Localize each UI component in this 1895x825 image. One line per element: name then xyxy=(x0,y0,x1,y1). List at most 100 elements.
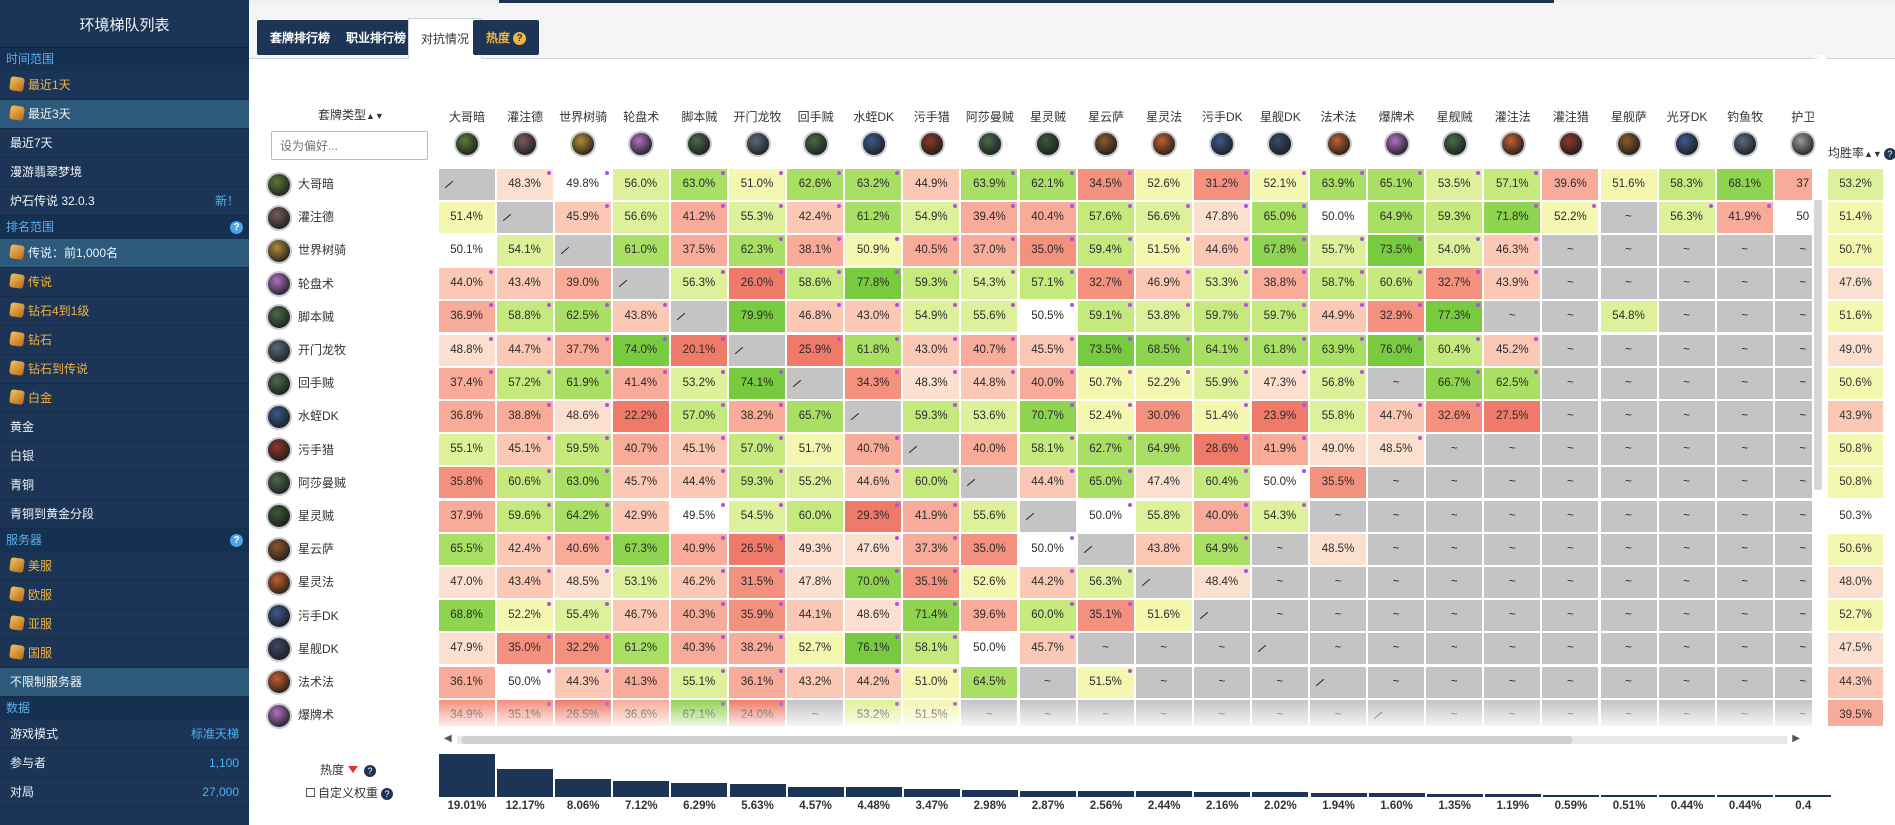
matchup-cell[interactable]: ~ xyxy=(1716,234,1773,266)
matchup-cell[interactable]: 43.8% xyxy=(1135,533,1192,565)
matchup-cell[interactable]: 32.6% xyxy=(1426,400,1483,432)
matchup-cell[interactable]: 30.0% xyxy=(1135,400,1192,432)
matchup-cell[interactable]: 51.4% xyxy=(438,201,495,233)
matchup-cell[interactable]: 48.3% xyxy=(496,168,553,200)
matchup-cell[interactable]: 55.3% xyxy=(729,201,785,233)
matchup-cell[interactable]: 55.1% xyxy=(670,666,727,698)
sidebar-item[interactable]: 参与者 1,100 xyxy=(0,749,249,778)
matchup-cell[interactable]: ~ xyxy=(1774,633,1812,665)
matchup-cell[interactable]: 40.6% xyxy=(554,533,611,565)
matchup-cell[interactable]: ~ xyxy=(1484,500,1541,532)
matchup-cell[interactable]: ~ xyxy=(1600,201,1657,233)
matchup-cell[interactable]: 63.2% xyxy=(845,168,902,200)
matchup-cell[interactable]: 39.6% xyxy=(1542,168,1599,200)
help-icon[interactable]: ? xyxy=(1883,148,1895,160)
matchup-cell[interactable]: 45.2% xyxy=(1484,334,1541,366)
matchup-cell[interactable]: 43.8% xyxy=(612,301,669,333)
row-header[interactable]: 污手DK xyxy=(266,599,438,632)
matchup-cell[interactable]: 52.6% xyxy=(961,566,1018,598)
matchup-cell[interactable]: 67.3% xyxy=(612,533,669,565)
matchup-cell[interactable] xyxy=(1310,666,1366,698)
matchup-cell[interactable]: ~ xyxy=(1368,467,1425,499)
matchup-cell[interactable]: ~ xyxy=(1658,234,1715,266)
matchup-cell[interactable]: ~ xyxy=(1426,600,1483,632)
matchup-cell[interactable]: 40.7% xyxy=(845,434,902,466)
matchup-cell[interactable]: 77.8% xyxy=(845,268,902,300)
column-header[interactable]: 世界树骑 xyxy=(554,108,612,157)
matchup-cell[interactable]: 58.6% xyxy=(787,268,844,300)
matchup-cell[interactable]: ~ xyxy=(1368,633,1425,665)
matchup-cell[interactable]: 56.0% xyxy=(612,168,669,200)
matchup-cell[interactable]: ~ xyxy=(1774,234,1812,266)
winrate-header[interactable]: 均胜率▲▼? xyxy=(1828,144,1895,161)
column-header[interactable]: 星舰萨 xyxy=(1600,108,1658,157)
matchup-cell[interactable]: 71.4% xyxy=(903,600,960,632)
matchup-cell[interactable]: 62.3% xyxy=(729,234,785,266)
matchup-cell[interactable]: ~ xyxy=(1193,666,1250,698)
matchup-cell[interactable]: 56.3% xyxy=(1077,566,1134,598)
row-header[interactable]: 阿莎曼贼 xyxy=(266,467,438,500)
matchup-cell[interactable] xyxy=(1135,566,1192,598)
matchup-cell[interactable]: ~ xyxy=(1658,467,1715,499)
matchup-cell[interactable]: 48.5% xyxy=(554,566,611,598)
matchup-cell[interactable]: 45.5% xyxy=(1019,334,1076,366)
matchup-cell[interactable]: 58.3% xyxy=(1658,168,1715,200)
matchup-cell[interactable]: ~ xyxy=(1251,666,1308,698)
matchup-cell[interactable]: 46.8% xyxy=(787,301,844,333)
sidebar-item[interactable]: 炉石传说 32.0.3 新！ xyxy=(0,187,249,216)
custom-weight-toggle[interactable]: 自定义权重? xyxy=(306,784,394,801)
matchup-cell[interactable]: ~ xyxy=(1368,367,1425,399)
matchup-cell[interactable]: 47.4% xyxy=(1135,467,1192,499)
sidebar-item[interactable]: 欧服 xyxy=(0,581,249,610)
column-header[interactable]: 星灵贼 xyxy=(1019,108,1077,157)
matchup-cell[interactable]: 50.0% xyxy=(1310,201,1366,233)
matchup-cell[interactable]: 53.5% xyxy=(1426,168,1483,200)
matchup-cell[interactable]: 42.4% xyxy=(787,201,844,233)
tab-3[interactable]: 热度? xyxy=(473,20,540,55)
sidebar-item[interactable]: 钻石 xyxy=(0,326,249,355)
matchup-cell[interactable]: ~ xyxy=(1600,467,1657,499)
matchup-cell[interactable]: ~ xyxy=(1135,666,1192,698)
matchup-cell[interactable]: ~ xyxy=(1019,666,1076,698)
matchup-cell[interactable]: ~ xyxy=(1774,434,1812,466)
matchup-cell[interactable]: 46.3% xyxy=(1484,234,1541,266)
matchup-cell[interactable]: 38.8% xyxy=(1251,268,1308,300)
matchup-cell[interactable]: ~ xyxy=(1774,334,1812,366)
matchup-cell[interactable]: 55.2% xyxy=(787,467,844,499)
matchup-cell[interactable]: 70.7% xyxy=(1019,400,1076,432)
matchup-cell[interactable]: 73.5% xyxy=(1077,334,1134,366)
matchup-cell[interactable]: 48.3% xyxy=(903,367,960,399)
matchup-cell[interactable]: 53.1% xyxy=(612,566,669,598)
matchup-cell[interactable]: 38.2% xyxy=(729,400,785,432)
matchup-cell[interactable]: 44.2% xyxy=(1019,566,1076,598)
matchup-cell[interactable]: 55.6% xyxy=(961,500,1018,532)
matchup-cell[interactable]: 25.9% xyxy=(787,334,844,366)
matchup-cell[interactable]: 44.7% xyxy=(496,334,553,366)
matchup-cell[interactable]: 61.9% xyxy=(554,367,611,399)
row-header[interactable]: 爆牌术 xyxy=(266,699,438,732)
column-header[interactable]: 星云萨 xyxy=(1077,108,1135,157)
matchup-cell[interactable]: 32.7% xyxy=(1426,268,1483,300)
matchup-cell[interactable]: 28.6% xyxy=(1193,434,1250,466)
matchup-cell[interactable]: ~ xyxy=(1658,268,1715,300)
matchup-cell[interactable]: ~ xyxy=(1658,367,1715,399)
sidebar-item[interactable]: 传说 xyxy=(0,268,249,297)
matchup-cell[interactable]: 53.6% xyxy=(961,400,1018,432)
matchup-cell[interactable]: ~ xyxy=(1716,400,1773,432)
matchup-cell[interactable]: 55.8% xyxy=(1135,500,1192,532)
matchup-cell[interactable]: 59.7% xyxy=(1193,301,1250,333)
matchup-cell[interactable]: 58.7% xyxy=(1310,268,1366,300)
matchup-cell[interactable]: 49.5% xyxy=(670,500,727,532)
matchup-cell[interactable]: ~ xyxy=(1368,533,1425,565)
matchup-cell[interactable]: 31.5% xyxy=(729,566,785,598)
matchup-cell[interactable]: 34.5% xyxy=(1077,168,1134,200)
matchup-cell[interactable]: ~ xyxy=(1658,533,1715,565)
matchup-cell[interactable]: ~ xyxy=(1484,467,1541,499)
row-header[interactable]: 灌注德 xyxy=(266,201,438,234)
matchup-cell[interactable]: ~ xyxy=(1774,666,1812,698)
matchup-cell[interactable]: ~ xyxy=(1542,500,1599,532)
row-header[interactable]: 脚本贼 xyxy=(266,301,438,334)
matchup-cell[interactable]: 59.4% xyxy=(1077,234,1134,266)
matchup-cell[interactable]: 57.1% xyxy=(1019,268,1076,300)
row-header[interactable]: 大哥暗 xyxy=(266,168,438,201)
